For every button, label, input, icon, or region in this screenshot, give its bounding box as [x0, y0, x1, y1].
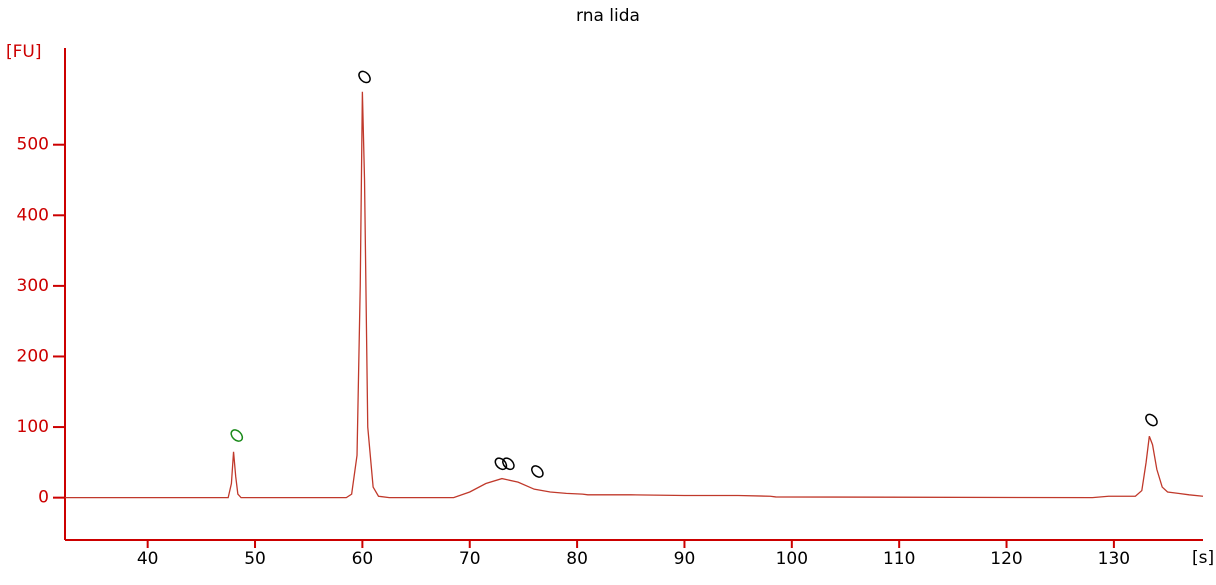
x-tick-label: 80	[566, 549, 588, 569]
chart-title: rna lida	[576, 6, 640, 26]
peak-marker	[502, 457, 515, 471]
y-tick-label: 100	[17, 417, 49, 437]
x-axis-label: [s]	[1192, 548, 1214, 568]
peak-marker	[531, 465, 544, 478]
x-tick-label: 40	[137, 549, 159, 569]
peak-marker	[1145, 413, 1158, 427]
x-tick-label: 70	[459, 549, 481, 569]
y-tick-label: 300	[17, 276, 49, 296]
x-tick-label: 110	[883, 549, 915, 569]
x-tick-label: 100	[776, 549, 808, 569]
peak-marker	[494, 457, 508, 471]
x-tick-label: 90	[674, 549, 696, 569]
y-axis-label: [FU]	[6, 42, 42, 62]
y-tick-label: 400	[17, 205, 49, 225]
x-tick-label: 130	[1098, 549, 1130, 569]
y-tick-label: 0	[38, 488, 49, 508]
peak-marker	[230, 429, 244, 442]
x-tick-label: 50	[244, 549, 266, 569]
x-tick-label: 60	[352, 549, 374, 569]
y-tick-label: 500	[17, 135, 49, 155]
y-tick-label: 200	[17, 346, 49, 366]
peak-marker	[358, 70, 371, 84]
x-tick-label: 120	[990, 549, 1022, 569]
trace-line	[65, 91, 1204, 499]
